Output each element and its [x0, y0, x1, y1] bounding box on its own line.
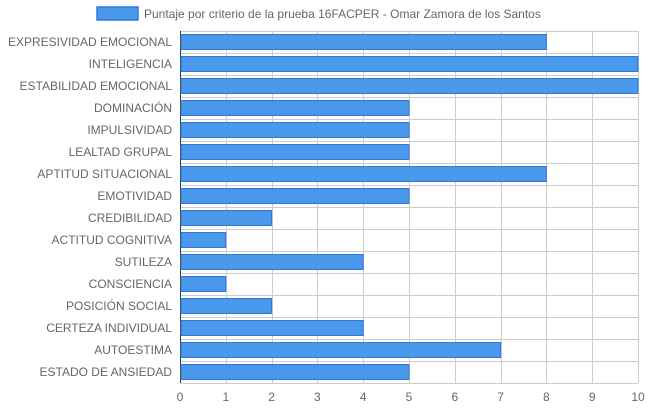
- x-tick-label: 0: [177, 390, 184, 404]
- bar[interactable]: [180, 166, 547, 182]
- category-label: IMPULSIVIDAD: [87, 123, 172, 137]
- category-label: ESTADO DE ANSIEDAD: [40, 365, 173, 379]
- x-tick-label: 6: [451, 390, 458, 404]
- category-label: ACTITUD COGNITIVA: [52, 233, 172, 247]
- category-label: CREDIBILIDAD: [88, 211, 172, 225]
- bar[interactable]: [180, 188, 410, 204]
- bar[interactable]: [180, 298, 273, 314]
- bar[interactable]: [180, 342, 502, 358]
- bar[interactable]: [180, 144, 410, 160]
- x-tick-label: 8: [543, 390, 550, 404]
- bar[interactable]: [180, 56, 639, 72]
- legend-swatch: [96, 6, 139, 21]
- category-label: EMOTIVIDAD: [97, 189, 172, 203]
- category-label: DOMINACIÓN: [94, 100, 172, 115]
- x-tick-label: 3: [314, 390, 321, 404]
- bar[interactable]: [180, 320, 364, 336]
- bar[interactable]: [180, 232, 227, 248]
- category-label: CONSCIENCIA: [89, 277, 172, 291]
- x-tick-label: 2: [268, 390, 275, 404]
- bar[interactable]: [180, 254, 364, 270]
- category-label: EXPRESIVIDAD EMOCIONAL: [8, 35, 172, 49]
- x-axis-ticks: 0 1 2 3 4 5 6 7 8 9 10: [177, 390, 645, 404]
- bar[interactable]: [180, 210, 273, 226]
- x-tick-label: 1: [222, 390, 229, 404]
- x-tick-label: 7: [497, 390, 504, 404]
- bar[interactable]: [180, 78, 639, 94]
- category-label: AUTOESTIMA: [94, 343, 172, 357]
- category-label: INTELIGENCIA: [89, 57, 172, 71]
- legend-label: Puntaje por criterio de la prueba 16FACP…: [144, 7, 541, 21]
- category-label: CERTEZA INDIVIDUAL: [46, 321, 172, 335]
- bar[interactable]: [180, 34, 547, 50]
- category-label: POSICIÓN SOCIAL: [66, 298, 172, 313]
- bar[interactable]: [180, 276, 227, 292]
- category-label: ESTABILIDAD EMOCIONAL: [20, 79, 173, 93]
- bar[interactable]: [180, 364, 410, 380]
- legend[interactable]: Puntaje por criterio de la prueba 16FACP…: [96, 6, 541, 21]
- x-tick-label: 9: [589, 390, 596, 404]
- bar[interactable]: [180, 122, 410, 138]
- y-axis-labels: EXPRESIVIDAD EMOCIONAL INTELIGENCIA ESTABI…: [8, 35, 172, 379]
- category-label: SUTILEZA: [115, 255, 172, 269]
- category-label: APTITUD SITUACIONAL: [37, 167, 172, 181]
- x-tick-label: 5: [406, 390, 413, 404]
- grid: [180, 31, 639, 384]
- bars: [180, 34, 639, 380]
- category-label: LEALTAD GRUPAL: [69, 145, 173, 159]
- bar[interactable]: [180, 100, 410, 116]
- x-tick-label: 4: [360, 390, 367, 404]
- x-tick-label: 10: [631, 390, 645, 404]
